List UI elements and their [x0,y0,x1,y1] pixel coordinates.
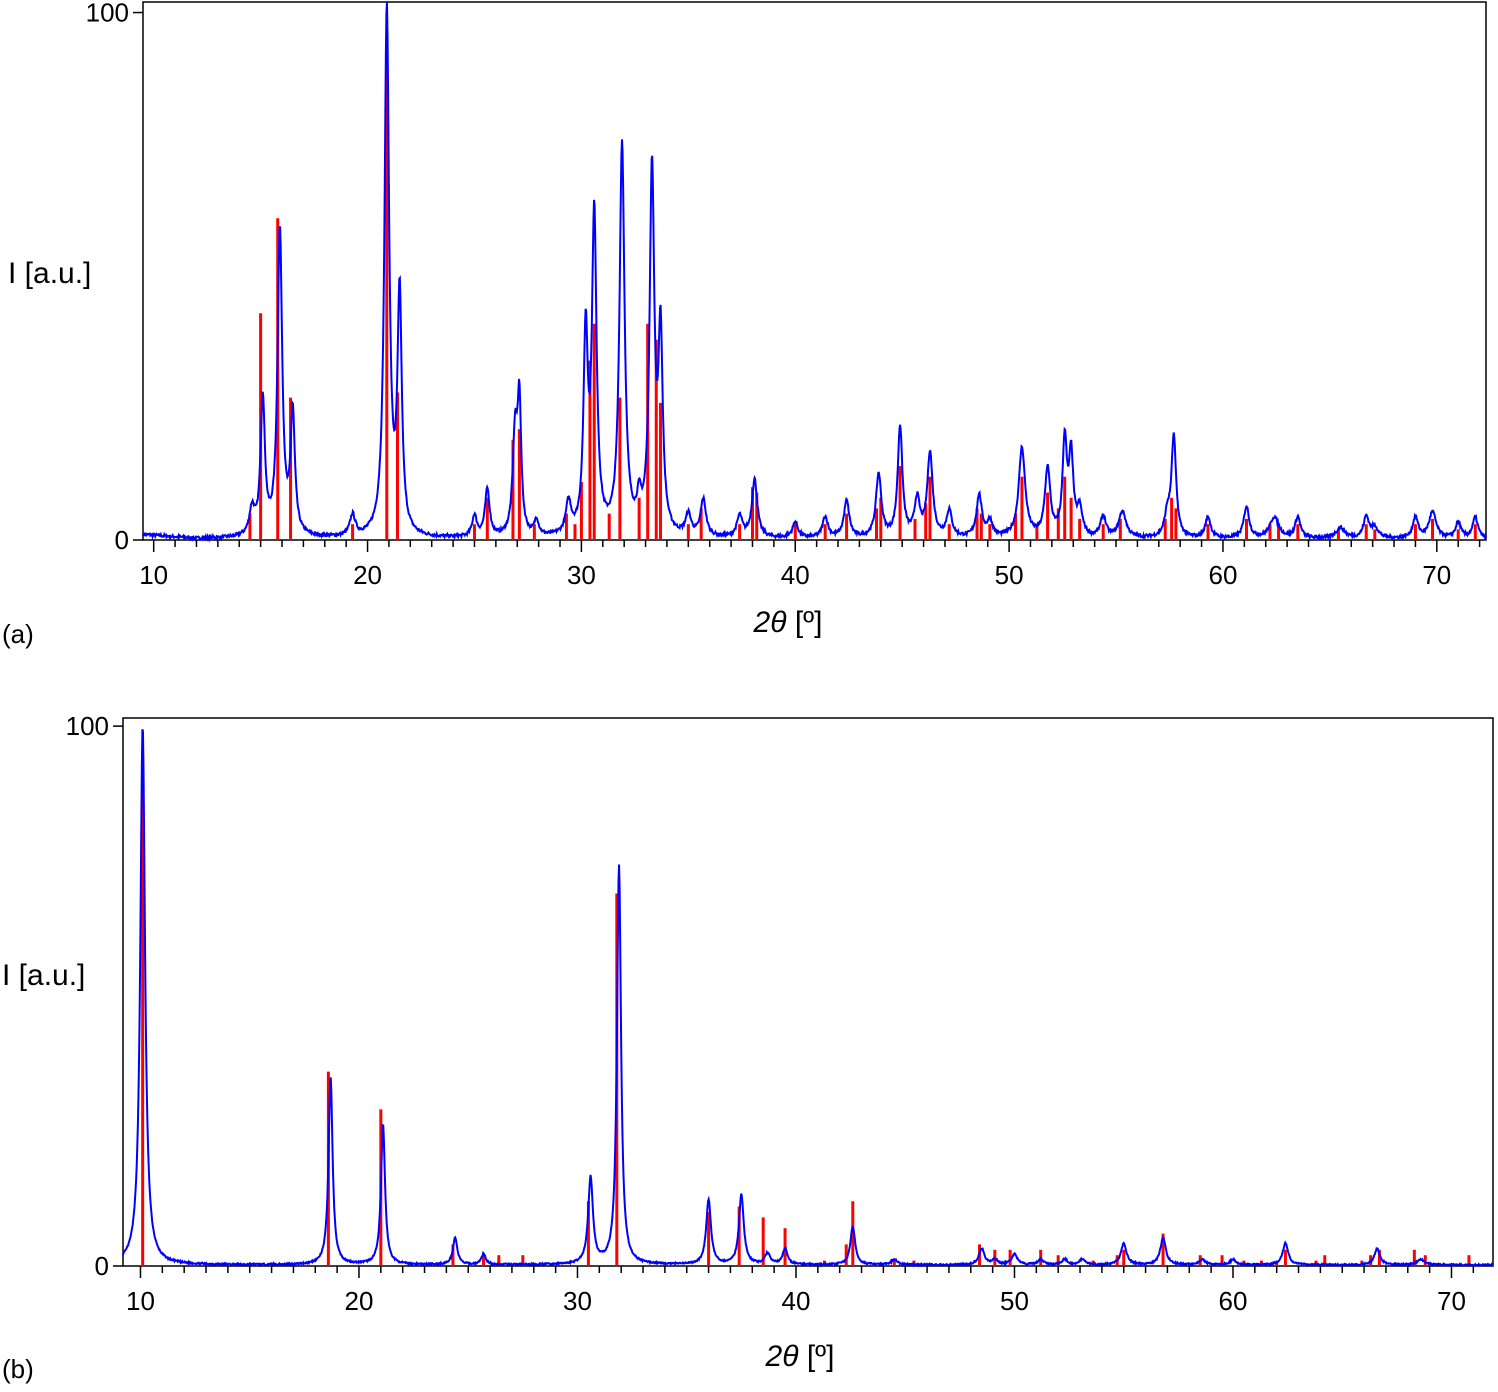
y-axis-title: I [a.u.] [8,257,91,290]
x-tick-label: 50 [1000,1286,1029,1316]
x-axis-title: 2θ [º] [753,606,823,639]
x-tick-label: 60 [1219,1286,1248,1316]
reference-sticks [248,54,1477,540]
x-tick-label: 10 [139,560,168,590]
plot-frame [122,717,1494,1267]
x-tick-label: 50 [995,560,1024,590]
diffraction-profile [122,728,1494,1268]
panel-label: (a) [2,619,34,649]
x-tick-label: 60 [1208,560,1237,590]
x-tick-label: 20 [353,560,382,590]
y-tick-label: 0 [115,525,129,555]
x-tick-label: 20 [345,1286,374,1316]
y-tick-label: 100 [86,0,129,28]
y-axis: 0 100 [86,0,143,555]
x-tick-label: 10 [126,1286,155,1316]
diffraction-profile [142,1,1487,543]
panel-b: 10 20 30 40 50 60 70 0 100 2θ [º] I [a.u.] (b) [2,711,1494,1384]
plot-frame [142,1,1487,541]
x-axis: 10 20 30 40 50 60 70 [139,540,1481,590]
y-tick-label: 100 [66,711,109,741]
x-axis: 10 20 30 40 50 60 70 [126,1266,1475,1316]
x-tick-label: 70 [1422,560,1451,590]
y-axis-title: I [a.u.] [2,959,85,992]
y-tick-label: 0 [95,1251,109,1281]
x-tick-label: 40 [782,1286,811,1316]
panel-a: 10 20 30 40 50 60 70 0 100 2θ [º] I [a.u.] (a) [2,0,1487,649]
x-tick-label: 30 [563,1286,592,1316]
x-tick-label: 40 [781,560,810,590]
y-axis: 0 100 [66,711,123,1281]
x-tick-label: 30 [567,560,596,590]
x-tick-label: 70 [1437,1286,1466,1316]
x-axis-title: 2θ [º] [765,1340,835,1373]
reference-sticks [141,758,1471,1266]
panel-label: (b) [2,1354,34,1384]
